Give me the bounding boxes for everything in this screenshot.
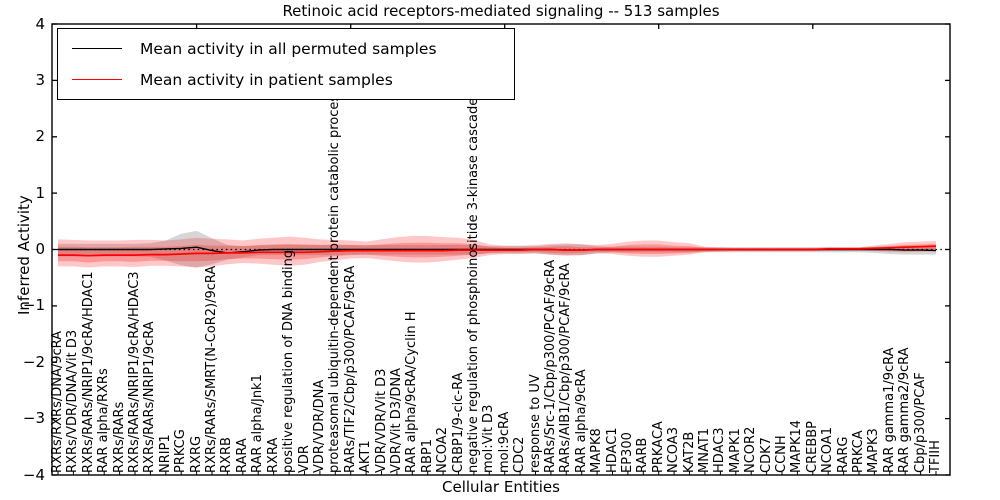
x-tick-label: response to UV xyxy=(527,374,543,473)
x-tick-label: RXRs/RXRs/DNA/9cRA xyxy=(50,330,65,473)
x-tick-label: HDAC1 xyxy=(604,427,620,473)
legend: Mean activity in all permuted samples Me… xyxy=(57,28,515,100)
legend-label-patient: Mean activity in patient samples xyxy=(140,70,393,89)
x-tick-label: mol:9cRA xyxy=(496,411,512,473)
x-tick-label: RXRs/RARs/NRIP1/9cRA xyxy=(142,321,158,473)
x-tick-label: RBP1 xyxy=(419,438,435,473)
x-tick-label: EP300 xyxy=(619,432,635,473)
x-tick-label: VDR xyxy=(296,445,312,473)
x-tick-label: RARs/AIB1/Cbp/p300/PCAF/9cRA xyxy=(558,263,574,473)
x-tick-label: Cbp/p300/PCAF xyxy=(912,372,928,473)
x-tick-label: RXRA xyxy=(265,437,281,473)
x-tick-label: PRKCA xyxy=(851,430,866,473)
y-tick-label: −3 xyxy=(22,409,45,427)
x-tick-label: RAR gamma1/9cRA xyxy=(881,347,897,473)
x-tick-label: VDR/VDR/DNA xyxy=(311,379,327,473)
x-tick-label: RXRs/RARs xyxy=(111,401,127,473)
x-tick-label: RAR alpha/9cRA/Cyclin H xyxy=(404,311,420,473)
x-tick-label: proteasomal ubiquitin-dependent protein … xyxy=(327,88,343,473)
patient-samples-inner-range xyxy=(58,242,936,263)
x-tick-label: AKT1 xyxy=(358,440,374,473)
x-tick-label: CCNH xyxy=(774,435,789,473)
x-tick-label: RARs/Src-1/Cbp/p300/PCAF/9cRA xyxy=(542,259,558,473)
legend-item-permuted: Mean activity in all permuted samples xyxy=(58,33,514,64)
x-tick-label: NCOR2 xyxy=(743,426,759,473)
x-tick-label: RARs/TIF2/Cbp/p300/PCAF/9cRA xyxy=(342,265,358,473)
x-tick-label: MAPK3 xyxy=(866,428,882,473)
x-tick-label: NRIP1 xyxy=(157,434,173,473)
x-tick-label: RXRs/RARs/NRIP1/9cRA/HDAC1 xyxy=(80,271,96,473)
x-tick-label: positive regulation of DNA binding xyxy=(281,249,297,473)
x-tick-label: TFIIH xyxy=(928,440,943,473)
y-tick-label: −1 xyxy=(22,296,45,314)
x-tick-label: CDC2 xyxy=(512,436,528,473)
patient-samples-outer-range xyxy=(58,236,936,268)
y-tick-label: 4 xyxy=(35,15,45,33)
x-tick-label: MAPK1 xyxy=(727,428,743,473)
x-tick-label: RARG xyxy=(835,436,851,473)
y-tick-label: 0 xyxy=(35,240,45,258)
x-tick-label: NCOA3 xyxy=(666,427,682,473)
permuted-line-sample-icon xyxy=(72,48,122,49)
x-tick-label: RXRs/RARs/NRIP1/9cRA/HDAC3 xyxy=(127,271,142,473)
x-tick-label: RXRs/RARs/SMRT(N-CoR2)/9cRA xyxy=(204,265,219,473)
x-tick-label: NCOA1 xyxy=(820,427,836,473)
x-tick-label: RXRB xyxy=(219,437,235,473)
y-tick-label: 1 xyxy=(35,184,45,202)
x-axis-label: Cellular Entities xyxy=(442,478,560,496)
x-tick-label: RXRG xyxy=(188,435,204,473)
y-tick-label: −4 xyxy=(22,466,45,484)
x-tick-label: HDAC3 xyxy=(712,427,728,473)
x-tick-label: NCOA2 xyxy=(435,427,451,473)
x-tick-label: PRKACA xyxy=(650,421,666,473)
x-tick-label: RAR gamma2/9cRA xyxy=(897,347,913,473)
x-tick-label: RXRs/VDR/DNA/Vit D3 xyxy=(65,329,81,473)
x-tick-label: VDR/VDR/Vit D3 xyxy=(373,368,389,473)
legend-label-permuted: Mean activity in all permuted samples xyxy=(140,39,437,58)
x-tick-label: RAR alpha/RXRs xyxy=(96,368,112,473)
patient-line-sample-icon xyxy=(72,79,122,80)
legend-item-patient: Mean activity in patient samples xyxy=(58,64,514,95)
x-tick-label: RAR alpha/9cRA xyxy=(573,369,589,473)
x-tick-label: MAPK8 xyxy=(589,428,605,473)
x-tick-label: RAR alpha/Jnk1 xyxy=(250,374,266,473)
x-tick-label: CREBBP xyxy=(804,421,820,473)
y-tick-label: −2 xyxy=(22,353,45,371)
chart-title: Retinoic acid receptors-mediated signali… xyxy=(282,2,720,20)
patient-mean-line xyxy=(58,245,937,257)
y-tick-label: 2 xyxy=(35,127,45,145)
x-tick-label: CRBP1/9-cic-RA xyxy=(450,372,466,473)
x-tick-label: RARB xyxy=(635,437,651,473)
x-tick-label: mol:Vit D3 xyxy=(481,404,497,473)
y-tick-label: 3 xyxy=(35,71,45,89)
x-tick-label: MAPK14 xyxy=(789,419,805,473)
x-tick-label: RARA xyxy=(234,438,250,473)
x-tick-label: KAT2B xyxy=(681,431,697,473)
x-tick-label: PRKCG xyxy=(173,429,189,473)
x-tick-label: MNAT1 xyxy=(696,427,712,473)
x-tick-label: VDR/Vit D3/DNA xyxy=(388,367,404,473)
x-tick-label: CDK7 xyxy=(758,437,774,473)
x-tick-label: negative regulation of phosphoinositide … xyxy=(465,97,481,473)
